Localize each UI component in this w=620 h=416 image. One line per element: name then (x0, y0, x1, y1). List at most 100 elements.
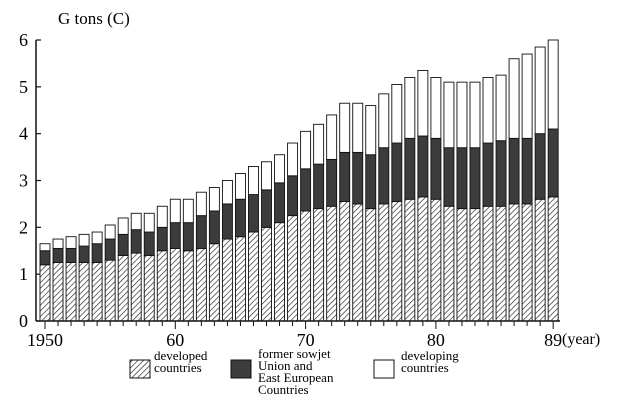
bar-segment-white (78, 233, 90, 247)
bar-segment-dark (495, 140, 507, 207)
bar-segment-hatched (274, 222, 285, 322)
bars (39, 39, 559, 322)
bar-segment-hatched (417, 196, 429, 322)
bar-segment-hatched (352, 203, 364, 322)
bar-segment-hatched (39, 264, 51, 322)
bar-segment-hatched (430, 198, 442, 322)
bar-segment-hatched (534, 198, 546, 322)
bar-segment-dark (117, 233, 129, 256)
legend-label-dark: former sowjet Union and East European Count… (258, 346, 334, 397)
bar-segment-hatched (52, 262, 64, 322)
bar-segment-dark (169, 222, 181, 249)
bar-segment-dark (143, 231, 155, 256)
bar-segment-hatched (456, 208, 468, 322)
bar-segment-white (261, 161, 272, 191)
bar-segment-dark (130, 229, 142, 254)
bar-segment-dark (313, 163, 325, 210)
bar-segment-dark (274, 182, 285, 224)
bar-segment-white (326, 114, 338, 160)
bar-segment-dark (208, 210, 220, 245)
bar-segment-white (417, 69, 429, 137)
bar-segment-hatched (261, 226, 272, 322)
bar-segment-white (143, 212, 155, 233)
y-tick-label: 6 (19, 30, 28, 50)
bar-segment-dark (482, 142, 494, 207)
bar-segment-white (365, 105, 377, 156)
bar-segment-hatched (326, 205, 338, 322)
bar-segment-hatched (404, 198, 416, 322)
bar-segment-hatched (130, 252, 142, 322)
y-tick-label: 5 (19, 77, 28, 97)
y-tick-label: 0 (19, 311, 28, 331)
bar-segment-dark (534, 133, 546, 200)
y-tick-label: 2 (19, 217, 28, 237)
bar-segment-hatched (221, 238, 233, 322)
bar-segment-white (274, 154, 285, 184)
legend-swatch-white (373, 359, 395, 379)
bar-segment-white (482, 77, 494, 144)
bar-segment-white (169, 198, 181, 224)
bar-segment-white (117, 217, 129, 235)
bar-segment-white (248, 165, 259, 195)
bar-segment-white (208, 187, 220, 212)
bar-segment-white (234, 173, 246, 200)
bar-segment-white (391, 84, 403, 144)
bar-segment-dark (221, 203, 233, 240)
y-axis: 0 1 2 3 4 5 6 (19, 30, 41, 331)
x-tick-label: 60 (166, 330, 184, 350)
bar-segment-white (287, 142, 299, 177)
bar-segment-hatched (234, 236, 246, 322)
bar-segment-white (521, 53, 533, 139)
bar-segment-hatched (391, 201, 403, 322)
bar-segment-white (534, 46, 546, 135)
bar-segment-white (65, 236, 77, 249)
bar-segment-white (378, 93, 390, 149)
bar-segment-white (221, 180, 233, 205)
bar-segment-white (156, 205, 168, 228)
bar-segment-hatched (287, 215, 299, 322)
bar-segment-hatched (195, 247, 207, 322)
bar-segment-white (313, 123, 325, 165)
bar-segment-dark (52, 247, 64, 263)
bar-segment-dark (352, 151, 364, 205)
bar-segment-white (195, 191, 207, 217)
bar-segment-dark (456, 147, 468, 210)
bar-segment-white (404, 77, 416, 139)
x-axis-unit: (year) (562, 331, 600, 348)
bar-segment-white (495, 74, 507, 142)
bar-segment-hatched (495, 205, 507, 322)
bar-segment-hatched (482, 205, 494, 322)
bar-segment-hatched (156, 250, 168, 322)
bar-segment-dark (430, 137, 442, 200)
bar-segment-dark (365, 154, 377, 210)
bar-segment-hatched (313, 208, 325, 322)
bar-segment-dark (443, 147, 455, 207)
bar-segment-hatched (78, 262, 90, 322)
bar-segment-white (91, 231, 103, 245)
bar-segment-dark (287, 175, 299, 217)
bar-segment-hatched (143, 254, 155, 322)
y-tick-label: 4 (19, 124, 28, 144)
bar-segment-dark (326, 158, 338, 207)
y-tick-label: 3 (19, 171, 28, 191)
bar-segment-dark (156, 226, 168, 252)
bar-segment-white (508, 58, 520, 139)
bar-segment-white (469, 81, 481, 149)
bar-segment-white (456, 81, 468, 149)
bar-segment-white (104, 224, 116, 240)
bar-segment-white (352, 102, 364, 153)
bar-segment-dark (521, 137, 533, 205)
legend: developed countries former sowjet Union and… (129, 346, 459, 397)
legend-label-white: developing countries (401, 348, 459, 375)
bar-segment-white (39, 243, 51, 252)
bar-segment-dark (378, 147, 390, 205)
bar-segment-dark (300, 168, 312, 212)
bar-segment-hatched (104, 259, 116, 322)
bar-segment-white (52, 238, 64, 249)
bar-segment-dark (339, 151, 351, 203)
bar-segment-dark (508, 137, 520, 205)
x-tick-label: 89 (544, 330, 562, 350)
bar-segment-hatched (248, 231, 259, 322)
bar-segment-dark (547, 128, 559, 198)
bar-segment-dark (195, 215, 207, 249)
